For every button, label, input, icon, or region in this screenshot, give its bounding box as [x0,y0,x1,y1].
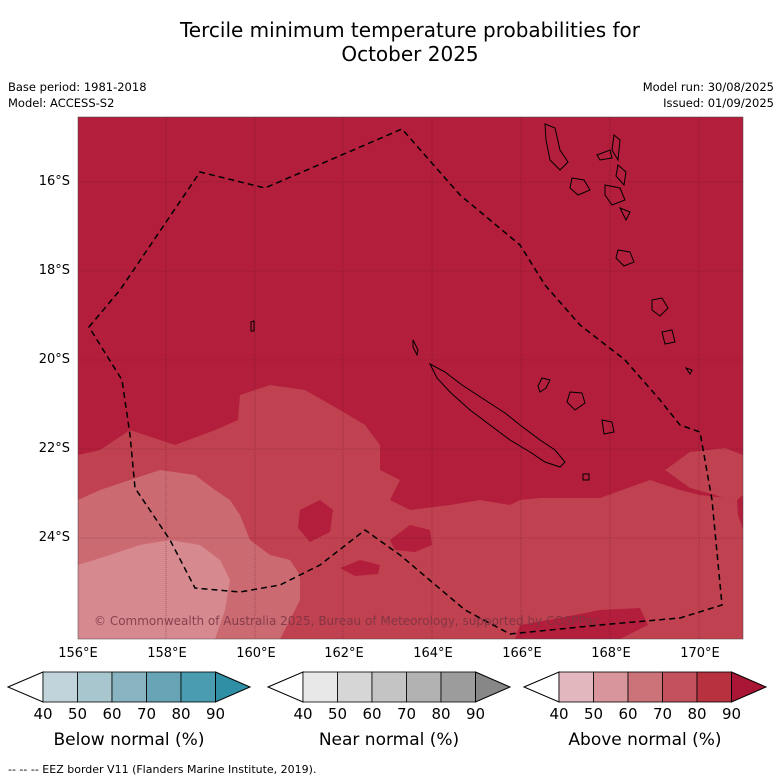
lat-tick-24s: 24°S [38,530,70,545]
legend-below-tick-40: 40 [33,705,53,723]
meta-right: Model run: 30/08/2025 Issued: 01/09/2025 [643,79,774,111]
legend-above-tick-80: 80 [687,705,707,723]
lon-tick-170e: 170°E [680,646,720,661]
new-caledonia-island [428,362,566,468]
legend-near-tick-70: 70 [396,705,417,723]
graticule [78,117,743,639]
meta-left: Base period: 1981-2018 Model: ACCESS-S2 [8,79,147,111]
lon-tick-166e: 166°E [502,646,542,661]
model-name: Model: ACCESS-S2 [8,96,115,110]
copyright-notice: © Commonwealth of Australia 2025, Bureau… [94,614,600,628]
model-run: Model run: 30/08/2025 [642,80,774,94]
legend-below-title: Below normal (%) [53,730,205,750]
island-north [412,339,419,357]
title-line-2: October 2025 [341,42,479,66]
region-above-80-east [665,448,743,505]
lon-tick-168e: 168°E [591,646,631,661]
legend-near-tick-60: 60 [362,705,382,723]
legend-near-tick-40: 40 [293,705,313,723]
eez-footnote: -- -- -- EEZ border V11 (Flanders Marine… [8,763,317,776]
patch-above-90-b [390,525,432,552]
region-above-60 [78,540,230,639]
legend-below-tick-60: 60 [102,705,122,723]
legend-near-tick-80: 80 [431,705,451,723]
lon-tick-158e: 158°E [147,646,187,661]
patch-above-90-d [515,608,648,639]
lon-tick-160e: 160°E [236,646,276,661]
legend-above-tick-40: 40 [549,705,569,723]
lon-tick-162e: 162°E [324,646,364,661]
legend-above-tick-60: 60 [618,705,638,723]
legend-near-title: Near normal (%) [318,730,460,750]
base-period: Base period: 1981-2018 [8,80,147,94]
map-frame [77,116,744,640]
legend-above-tick-70: 70 [652,705,673,723]
isle-of-pines [582,473,590,481]
legend-near-tick-50: 50 [327,705,348,723]
issued-date: Issued: 01/09/2025 [663,96,774,110]
lat-tick-18s: 18°S [38,263,70,278]
legend-above-tick-50: 50 [583,705,604,723]
legend-above-title: Above normal (%) [568,730,722,750]
legend-below-tick-50: 50 [67,705,88,723]
patch-above-90-a [298,500,333,542]
legend-below-tick-80: 80 [171,705,191,723]
legend-above-tick-90: 90 [721,705,742,723]
legend-near-tick-90: 90 [465,705,486,723]
loyalty-islands [537,377,615,435]
lon-tick-156e: 156°E [58,646,98,661]
title-line-1: Tercile minimum temperature probabilitie… [179,18,641,42]
vanuatu-islands [544,123,693,375]
patch-above-90-e [737,495,743,530]
small-island-1 [250,320,255,332]
chart-title: Tercile minimum temperature probabilitie… [0,18,781,66]
patch-above-90-c [340,560,380,576]
eez-border [88,128,723,635]
lat-tick-16s: 16°S [38,174,70,189]
lon-tick-164e: 164°E [413,646,453,661]
lat-tick-20s: 20°S [38,352,70,367]
legend-below-tick-70: 70 [136,705,157,723]
legend-below-tick-90: 90 [205,705,226,723]
lat-tick-22s: 22°S [38,441,70,456]
